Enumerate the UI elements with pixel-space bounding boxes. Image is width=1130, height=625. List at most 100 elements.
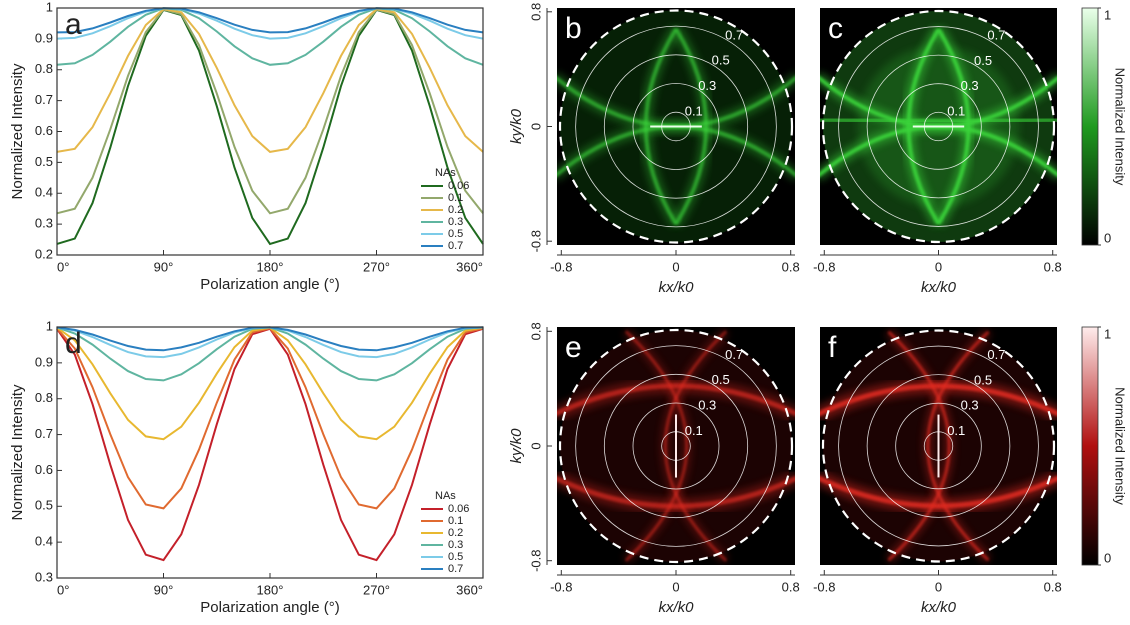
x-axis-label: Polarization angle (°): [200, 599, 339, 616]
x-tick-label: 360°: [456, 259, 483, 274]
pattern-line: [820, 383, 1057, 417]
ring-label: 0.1: [947, 103, 965, 118]
plot-frame: [56, 7, 484, 256]
panel-label: f: [828, 331, 837, 364]
series-line: [56, 8, 484, 246]
pattern-line: [663, 330, 728, 562]
y-tick-label: 0.5: [35, 154, 53, 169]
na-ring: [838, 26, 1039, 227]
aperture: [558, 9, 794, 244]
legend-label: 0.3: [448, 539, 463, 551]
legend-title: NAs: [435, 167, 456, 179]
y-tick-label: 0.7: [35, 426, 53, 441]
y-tick-label: 0.9: [35, 354, 53, 369]
x-tick-label: 90°: [154, 582, 174, 597]
series-line: [56, 326, 484, 382]
ring-label: 0.7: [725, 27, 743, 42]
ring-label: 0.1: [685, 423, 703, 438]
pattern-line: [820, 475, 1057, 509]
y-tick-label: 0.6: [35, 123, 53, 138]
y-tick-label: 0.8: [528, 3, 543, 21]
y-axis-label: ky/k0: [508, 428, 525, 464]
y-tick-label: -0.8: [528, 230, 543, 252]
colorbar-tick-label: 0: [1104, 230, 1111, 245]
heatmap-image: 0.1 0.3 0.5 0.7: [820, 327, 1057, 565]
y-tick-label: 0.8: [35, 61, 53, 76]
colorbar: [1081, 7, 1099, 246]
legend-label: 0.2: [448, 527, 463, 539]
colorbar-tick-label: 1: [1104, 7, 1111, 22]
panel-label: a: [65, 8, 82, 41]
heatmap-image: 0.1 0.3 0.5 0.7: [557, 327, 795, 565]
x-tick-label: 90°: [154, 259, 174, 274]
legend-label: 0.06: [448, 503, 469, 515]
series-line: [56, 7, 484, 40]
series-line: [56, 327, 484, 510]
y-tick-label: 0.7: [35, 92, 53, 107]
series-line: [56, 7, 484, 66]
colorbar-tick-label: 0: [1104, 550, 1111, 565]
na-ring: [575, 345, 777, 547]
ring-label: 0.5: [712, 372, 730, 387]
legend-label: 0.7: [448, 563, 463, 575]
ring-label: 0.5: [712, 53, 730, 68]
ring-label: 0.3: [961, 78, 979, 93]
legend-title: NAs: [435, 490, 456, 502]
x-tick-label: 0: [672, 579, 679, 594]
heatmap-image: 0.1 0.3 0.5 0.7: [820, 8, 1057, 245]
aperture: [558, 328, 794, 564]
na-ring: [923, 111, 954, 142]
y-tick-label: 0: [528, 123, 543, 130]
legend-label: 0.5: [448, 551, 463, 563]
ring-label: 0.3: [698, 78, 716, 93]
colorbar-tick-label: 1: [1104, 326, 1111, 341]
x-tick-label: 0.8: [1044, 579, 1062, 594]
pattern-line: [926, 330, 990, 562]
x-axis-label: kx/k0: [658, 599, 694, 616]
x-tick-label: 270°: [363, 259, 390, 274]
legend-label: 0.06: [448, 180, 469, 192]
na-ring: [838, 345, 1039, 547]
ring-label: 0.3: [698, 397, 716, 412]
series-line: [56, 8, 484, 215]
y-tick-label: 0: [528, 442, 543, 449]
x-tick-label: 0.8: [1044, 259, 1062, 274]
y-tick-label: 0.8: [35, 390, 53, 405]
colorbar: [1081, 326, 1099, 566]
ring-label: 0.5: [974, 53, 992, 68]
panel-label: d: [65, 327, 82, 360]
na-ring: [603, 54, 749, 199]
na-ring: [603, 373, 749, 519]
series-line: [56, 7, 484, 34]
panel-label: b: [565, 12, 582, 45]
ring-label: 0.5: [974, 372, 992, 387]
x-tick-label: -0.8: [813, 579, 835, 594]
legend-label: 0.2: [448, 204, 463, 216]
x-tick-label: -0.8: [550, 259, 572, 274]
x-tick-label: 0: [935, 579, 942, 594]
na-ring: [895, 83, 982, 170]
na-ring: [866, 374, 1011, 518]
y-axis-label: Normalized Intensity: [9, 384, 26, 520]
na-ring: [661, 431, 691, 461]
ring-label: 0.7: [987, 347, 1005, 362]
na-ring: [632, 83, 720, 170]
colorbar-label: Normalized Intensity: [1113, 68, 1128, 186]
na-ring: [575, 25, 777, 228]
na-ring: [923, 431, 954, 461]
x-tick-label: -0.8: [813, 259, 835, 274]
x-tick-label: 0: [935, 259, 942, 274]
y-tick-label: 0.3: [35, 216, 53, 231]
y-tick-label: 0.6: [35, 462, 53, 477]
pattern-line: [557, 383, 795, 416]
ring-label: 0.7: [725, 347, 743, 362]
ring-label: 0.1: [947, 423, 965, 438]
na-ring: [895, 402, 982, 490]
legend-label: 0.1: [448, 515, 463, 527]
ring-label: 0.1: [685, 103, 703, 118]
y-tick-label: 0.9: [35, 30, 53, 45]
panel-label: e: [565, 331, 582, 364]
x-tick-label: 0.8: [782, 579, 800, 594]
series-line: [56, 326, 484, 359]
